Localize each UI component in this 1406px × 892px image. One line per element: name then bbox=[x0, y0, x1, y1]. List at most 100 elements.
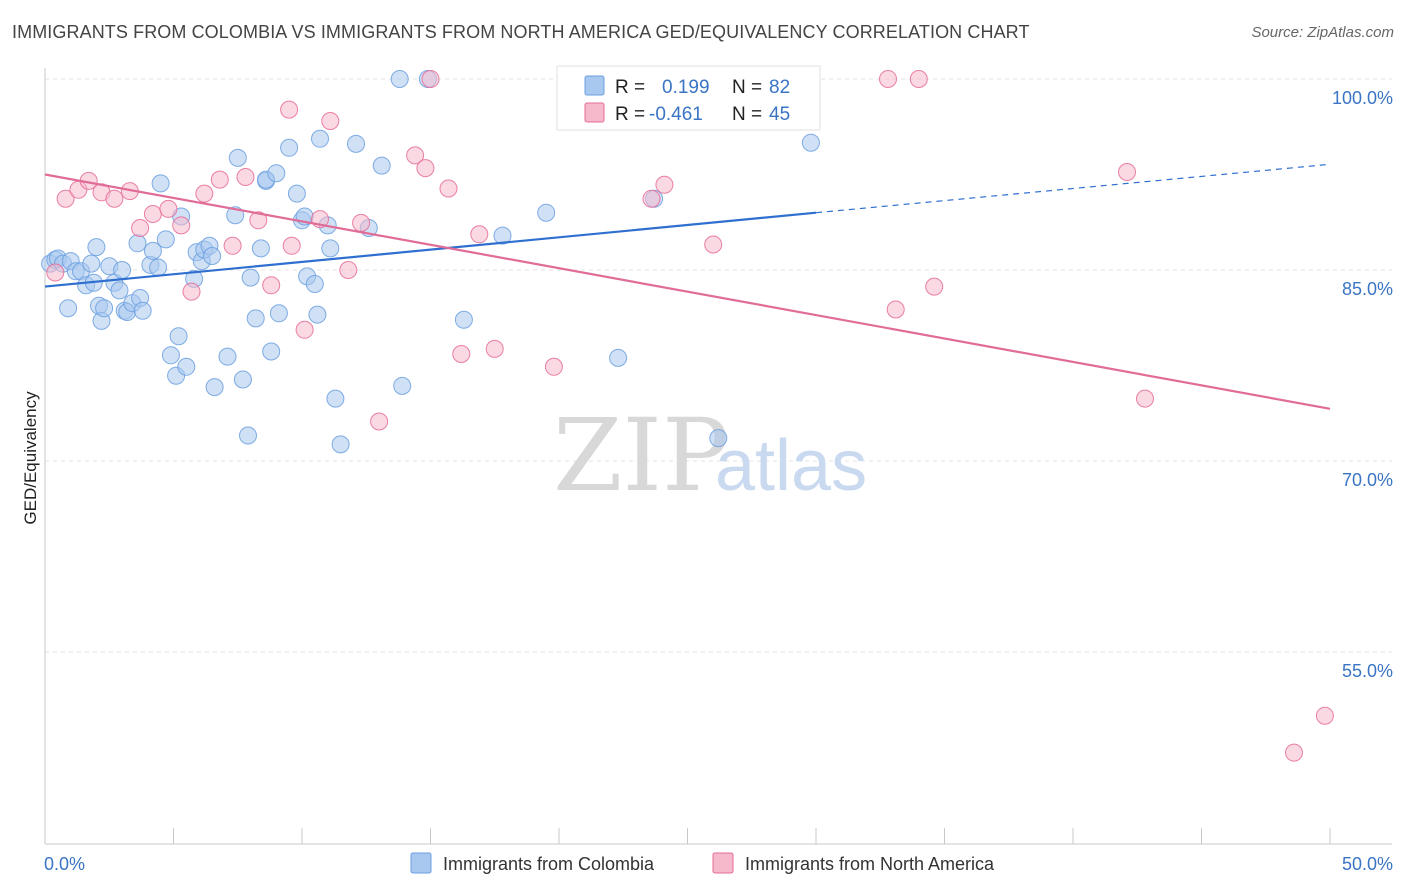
legend-r-label-0: R = bbox=[615, 77, 645, 98]
data-point bbox=[452, 345, 471, 363]
data-point bbox=[233, 370, 252, 389]
data-point bbox=[182, 282, 201, 301]
data-point bbox=[87, 238, 106, 257]
data-point bbox=[267, 164, 286, 183]
data-point bbox=[143, 241, 162, 260]
data-point bbox=[331, 435, 350, 454]
data-point bbox=[655, 175, 674, 194]
y-tick-labels: 55.0% 70.0% 85.0% 100.0% bbox=[1332, 88, 1393, 681]
data-point bbox=[172, 216, 191, 235]
data-point bbox=[393, 376, 412, 395]
chart-title: IMMIGRANTS FROM COLOMBIA VS IMMIGRANTS F… bbox=[12, 22, 1030, 42]
data-point bbox=[305, 275, 324, 293]
data-point bbox=[439, 179, 458, 198]
bottom-legend-label-colombia: Immigrants from Colombia bbox=[443, 854, 655, 874]
data-point bbox=[801, 133, 820, 152]
legend-bottom: Immigrants from Colombia Immigrants from… bbox=[410, 852, 995, 874]
bottom-legend-label-north-america: Immigrants from North America bbox=[745, 854, 995, 874]
data-point bbox=[493, 226, 512, 245]
data-point bbox=[886, 300, 905, 319]
data-point bbox=[113, 261, 132, 279]
y-tick-label: 85.0% bbox=[1342, 279, 1393, 299]
data-point bbox=[110, 281, 129, 300]
data-point bbox=[159, 199, 178, 218]
data-point bbox=[131, 219, 150, 237]
y-tick-label: 55.0% bbox=[1342, 661, 1393, 681]
data-point bbox=[151, 174, 170, 193]
trend-line-colombia-extension bbox=[815, 163, 1331, 214]
data-point bbox=[280, 138, 299, 157]
data-point bbox=[470, 225, 489, 244]
data-point bbox=[1315, 706, 1334, 725]
data-point bbox=[133, 301, 152, 320]
data-point bbox=[406, 146, 425, 165]
trend-lines bbox=[44, 163, 1331, 410]
data-point bbox=[544, 357, 563, 376]
trend-line-north-america bbox=[44, 173, 1331, 410]
y-tick-label: 70.0% bbox=[1342, 470, 1393, 490]
data-point bbox=[203, 247, 222, 265]
data-point bbox=[56, 189, 75, 208]
data-point bbox=[390, 70, 409, 88]
data-point bbox=[287, 184, 306, 203]
data-point bbox=[311, 129, 329, 148]
data-point bbox=[321, 112, 340, 130]
data-point bbox=[246, 309, 265, 328]
data-point bbox=[352, 213, 371, 232]
legend-n-label-1: N = bbox=[732, 104, 762, 125]
data-point bbox=[143, 205, 162, 223]
data-point bbox=[95, 299, 114, 318]
data-point bbox=[909, 70, 928, 88]
data-point bbox=[421, 70, 440, 88]
legend-n-label-0: N = bbox=[732, 77, 762, 98]
data-point bbox=[128, 234, 147, 253]
data-point bbox=[223, 236, 242, 255]
data-point bbox=[269, 304, 288, 323]
trend-line-colombia bbox=[44, 211, 817, 288]
data-point bbox=[1285, 743, 1303, 762]
data-point bbox=[169, 327, 188, 346]
data-point bbox=[321, 239, 340, 258]
data-point bbox=[251, 239, 270, 258]
data-point bbox=[46, 263, 65, 282]
data-point bbox=[177, 357, 196, 376]
data-point bbox=[262, 342, 281, 361]
data-point bbox=[82, 254, 101, 273]
data-point bbox=[454, 310, 473, 329]
data-point bbox=[218, 347, 237, 366]
data-point bbox=[609, 348, 628, 367]
data-point bbox=[205, 378, 224, 397]
y-axis-title: GED/Equivalency bbox=[21, 391, 40, 525]
axes bbox=[44, 68, 1392, 845]
data-point bbox=[236, 168, 255, 186]
legend-swatch-north-america bbox=[584, 102, 605, 123]
x-tick-label: 0.0% bbox=[44, 854, 85, 874]
data-point bbox=[280, 100, 299, 119]
watermark-atlas: atlas bbox=[715, 426, 867, 506]
data-point bbox=[709, 429, 728, 448]
data-point bbox=[161, 346, 180, 365]
legend-n-value-0: 82 bbox=[769, 77, 790, 98]
data-point bbox=[537, 203, 556, 222]
data-point bbox=[485, 339, 504, 358]
data-point bbox=[149, 258, 168, 277]
data-point bbox=[195, 184, 214, 203]
data-point bbox=[210, 170, 229, 189]
bottom-legend-swatch-colombia bbox=[410, 852, 432, 874]
data-point bbox=[339, 261, 358, 279]
data-point bbox=[372, 156, 391, 175]
data-point bbox=[347, 134, 365, 153]
legend-top: R = 0.199 N = 82 R = -0.461 N = 45 bbox=[556, 65, 821, 131]
x-tick-labels: 0.0% 50.0% bbox=[44, 854, 1393, 874]
data-point bbox=[308, 305, 327, 324]
legend-swatch-colombia bbox=[584, 75, 605, 96]
data-point bbox=[642, 189, 661, 208]
data-point bbox=[282, 236, 301, 255]
data-point bbox=[262, 276, 281, 295]
data-point bbox=[239, 426, 257, 445]
data-point bbox=[105, 189, 124, 208]
data-point bbox=[295, 320, 314, 339]
chart-source: Source: ZipAtlas.com bbox=[1251, 24, 1394, 41]
legend-r-label-1: R = bbox=[615, 104, 645, 125]
data-point bbox=[370, 412, 389, 431]
